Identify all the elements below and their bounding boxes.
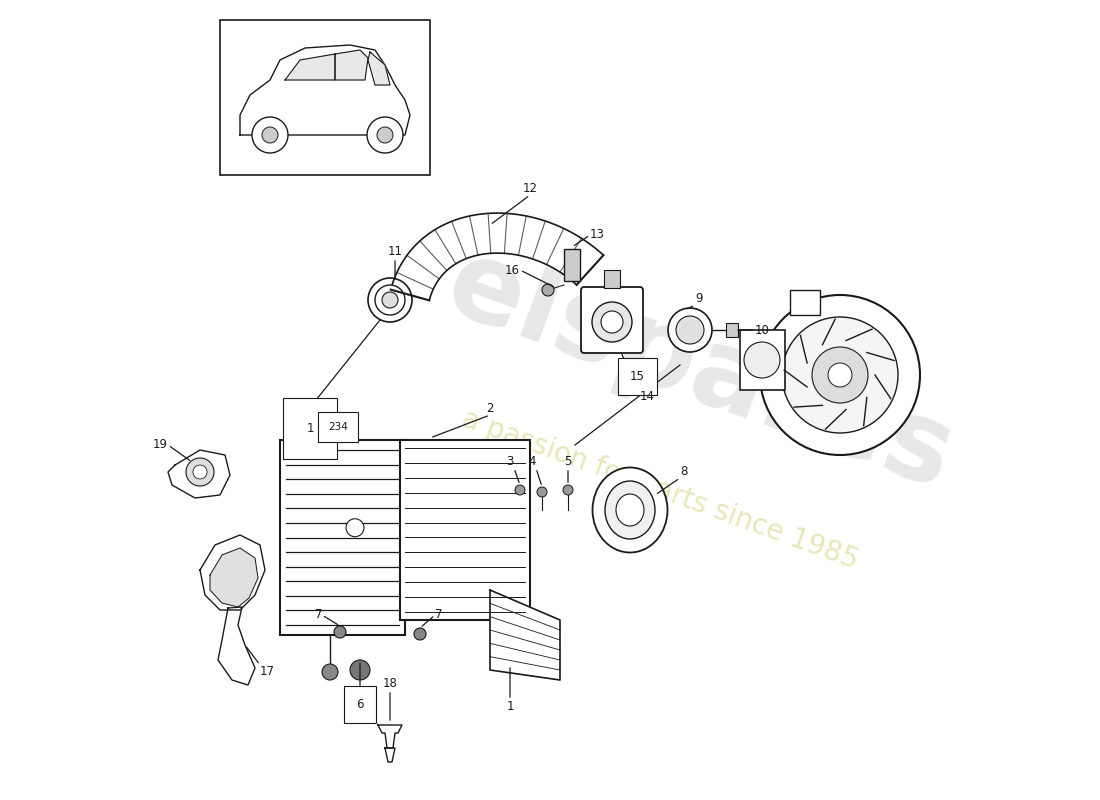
Polygon shape [285,54,336,80]
Text: 4: 4 [528,455,536,468]
Bar [220,20,430,175]
Polygon shape [390,213,604,300]
Circle shape [542,284,554,296]
Circle shape [782,317,898,433]
Text: 14: 14 [640,390,654,403]
Text: 1: 1 [506,700,514,713]
Text: 1: 1 [306,422,313,435]
Circle shape [262,127,278,143]
Polygon shape [168,450,230,498]
Bar [280,440,405,635]
Circle shape [377,127,393,143]
Circle shape [192,465,207,479]
Circle shape [367,117,403,153]
Circle shape [322,664,338,680]
Circle shape [601,311,623,333]
Text: 13: 13 [590,229,605,242]
Text: 2: 2 [486,402,494,415]
Bar [604,270,620,288]
Bar [790,290,820,315]
Circle shape [515,485,525,495]
Polygon shape [218,607,255,685]
Text: 11: 11 [387,245,403,258]
FancyBboxPatch shape [581,287,644,353]
Text: a passion for parts since 1985: a passion for parts since 1985 [458,405,862,575]
Text: 18: 18 [383,677,397,690]
Polygon shape [385,748,395,762]
Text: 7: 7 [315,609,322,622]
Circle shape [252,117,288,153]
Text: 15: 15 [630,370,645,383]
Bar [740,330,785,390]
Polygon shape [336,50,368,80]
Polygon shape [240,45,410,135]
Circle shape [592,302,632,342]
Text: 12: 12 [522,182,538,195]
Ellipse shape [593,467,668,553]
Circle shape [760,295,920,455]
Circle shape [744,342,780,378]
Polygon shape [378,725,402,748]
Text: elspares: elspares [432,229,968,511]
Circle shape [346,518,364,537]
Circle shape [828,363,852,387]
Ellipse shape [605,481,654,539]
Bar [400,440,530,620]
Circle shape [334,626,346,638]
Text: 3: 3 [507,455,514,468]
Text: 6: 6 [356,695,364,708]
Ellipse shape [616,494,644,526]
Text: 234: 234 [328,422,348,432]
Polygon shape [368,52,390,85]
Polygon shape [490,590,560,680]
Circle shape [668,308,712,352]
Circle shape [563,485,573,495]
Circle shape [382,292,398,308]
Text: 5: 5 [564,455,572,468]
Text: 6: 6 [356,698,364,711]
Circle shape [375,285,405,315]
Circle shape [186,458,214,486]
Polygon shape [200,535,265,610]
Circle shape [368,278,412,322]
Circle shape [812,347,868,403]
Circle shape [676,316,704,344]
Text: 7: 7 [434,609,442,622]
Circle shape [350,660,370,680]
Circle shape [537,487,547,497]
Text: 9: 9 [695,292,703,305]
Circle shape [414,628,426,640]
Bar [564,249,580,281]
Text: 17: 17 [260,665,275,678]
Text: 19: 19 [153,438,168,451]
Bar [726,323,738,337]
Text: 8: 8 [680,465,688,478]
Text: 10: 10 [755,323,770,337]
Text: 16: 16 [505,263,520,277]
Polygon shape [210,548,258,607]
